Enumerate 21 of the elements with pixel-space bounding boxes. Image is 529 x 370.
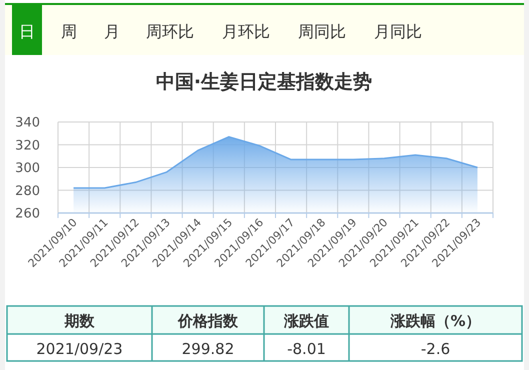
text: 涨跌值 bbox=[283, 312, 329, 330]
text: 周环比 bbox=[146, 22, 194, 41]
text: 周同比 bbox=[298, 22, 346, 41]
text: 299.82 bbox=[182, 340, 234, 358]
text: -8.01 bbox=[287, 340, 326, 358]
chart-title: 中国·生姜日定基指数走势 bbox=[156, 71, 372, 93]
text: 价格指数 bbox=[177, 312, 239, 330]
y-tick-label: 280 bbox=[15, 184, 40, 199]
text: 月环比 bbox=[222, 22, 270, 41]
text: 期数 bbox=[64, 312, 96, 330]
y-tick-label: 300 bbox=[15, 161, 40, 176]
y-tick-label: 260 bbox=[15, 206, 40, 222]
text: 涨跌幅（%） bbox=[389, 312, 481, 330]
y-tick-label: 340 bbox=[15, 116, 40, 130]
text: 月同比 bbox=[374, 22, 422, 41]
text: 月 bbox=[104, 22, 120, 41]
text: 周 bbox=[61, 22, 77, 41]
y-tick-label: 320 bbox=[15, 138, 40, 154]
text: -2.6 bbox=[420, 340, 450, 358]
text: 日 bbox=[19, 22, 35, 41]
text: 2021/09/23 bbox=[36, 340, 123, 358]
